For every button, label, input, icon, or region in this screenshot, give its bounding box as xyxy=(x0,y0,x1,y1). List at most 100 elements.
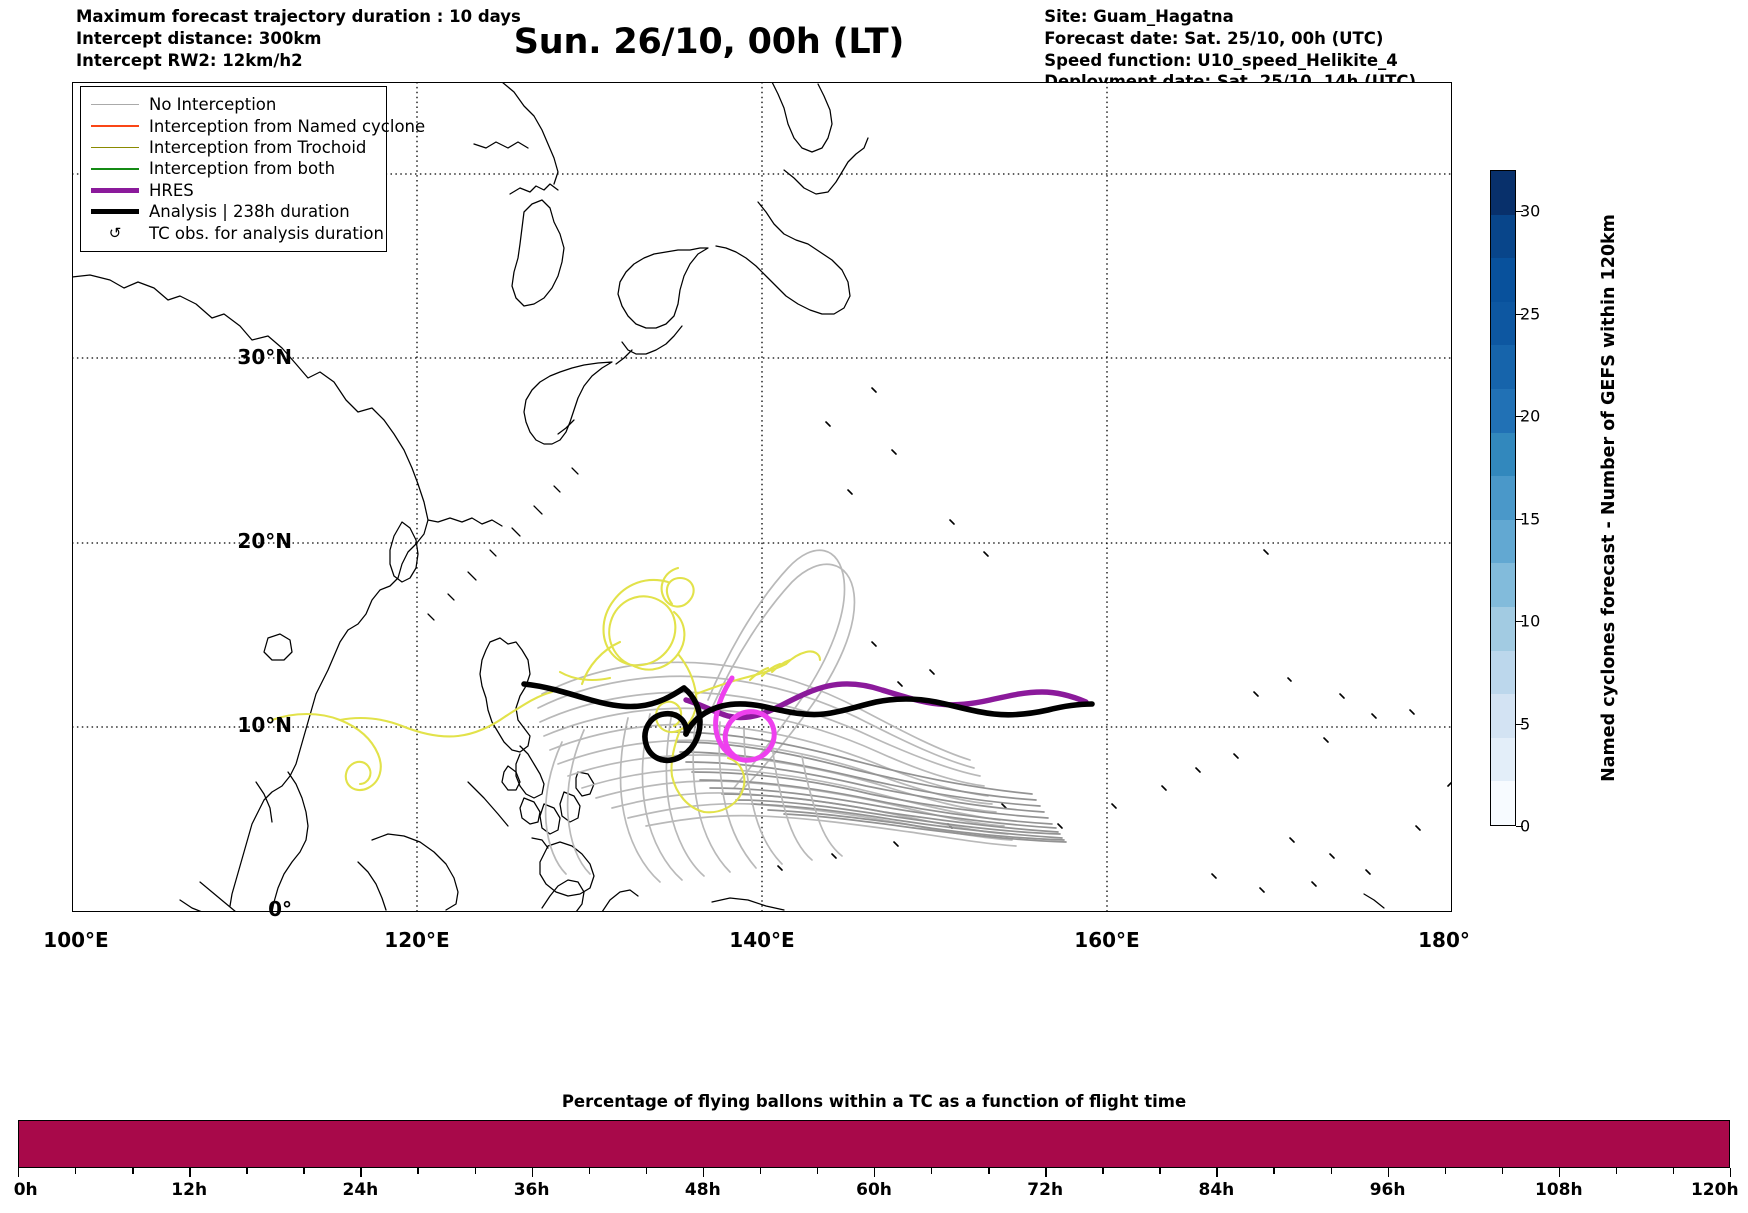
legend-item-label: Interception from both xyxy=(149,159,336,179)
map-svg xyxy=(72,82,1452,912)
percentage-bar-axis: 0h 12h 24h 36h 48h 60h 72h 84h 96h 108h 120h xyxy=(14,1168,1739,1208)
legend-item[interactable]: ↺ TC obs. for analysis duration xyxy=(89,222,384,243)
track-analysis xyxy=(521,681,1095,764)
percentage-axis-label: 24h xyxy=(342,1180,379,1200)
legend-item-label: Interception from Named cyclone xyxy=(149,116,426,136)
colorbar-segment xyxy=(1491,519,1515,564)
legend-item[interactable]: Interception from Named cyclone xyxy=(89,115,425,136)
colorbar-segment xyxy=(1491,171,1515,215)
colorbar-tick-mark xyxy=(1516,723,1523,725)
percentage-axis-tick xyxy=(931,1168,933,1174)
colorbar-tick-label: 10 xyxy=(1520,611,1541,631)
colorbar-tick-mark xyxy=(1516,518,1523,520)
legend-item[interactable]: Interception from both xyxy=(89,158,378,179)
percentage-axis-tick xyxy=(474,1168,476,1174)
colorbar-tick-mark xyxy=(1516,621,1523,623)
percentage-axis-tick xyxy=(702,1168,705,1177)
legend-line-swatch xyxy=(89,209,141,214)
colorbar-segment xyxy=(1491,606,1515,651)
percentage-axis-tick xyxy=(988,1168,990,1174)
percentage-axis-tick xyxy=(1273,1168,1275,1174)
percentage-axis-label: 96h xyxy=(1369,1180,1406,1200)
percentage-axis-tick xyxy=(1444,1168,1447,1174)
percentage-axis-tick xyxy=(588,1168,591,1174)
percentage-axis-tick xyxy=(645,1168,648,1174)
trajectories-trochoid xyxy=(558,566,822,814)
colorbar-tick-mark xyxy=(1516,313,1523,315)
legend-item[interactable]: HRES xyxy=(89,180,378,201)
cyclone-swirl-icon: ↺ xyxy=(108,223,122,242)
y-tick-10N: 10°N xyxy=(237,713,292,737)
x-tick-140E: 140°E xyxy=(729,928,795,952)
legend-item-label: TC obs. for analysis duration xyxy=(149,223,384,243)
colorbar-segment xyxy=(1491,258,1515,302)
y-tick-20N: 20°N xyxy=(237,529,292,553)
percentage-bar-wrap[interactable] xyxy=(18,1120,1730,1168)
header-left-info: Maximum forecast trajectory duration : 1… xyxy=(76,7,521,70)
percentage-axis-tick xyxy=(1558,1168,1561,1177)
percentage-axis-tick xyxy=(531,1168,533,1177)
colorbar-tick-label: 25 xyxy=(1520,304,1541,323)
colorbar-segment xyxy=(1491,214,1515,259)
y-tick-30N: 30°N xyxy=(237,345,292,369)
legend-line-swatch xyxy=(89,125,141,127)
legend-item-label: HRES xyxy=(149,180,194,200)
legend-line-swatch xyxy=(89,104,141,106)
map-panel[interactable] xyxy=(72,82,1452,912)
colorbar xyxy=(1490,170,1516,826)
y-tick-40N: 0° xyxy=(268,897,292,921)
colorbar-segment xyxy=(1491,388,1515,433)
percentage-axis-label: 108h xyxy=(1535,1180,1583,1200)
percentage-axis-tick xyxy=(816,1168,819,1174)
percentage-axis-tick xyxy=(1387,1168,1389,1177)
x-tick-120E: 120°E xyxy=(384,928,450,952)
colorbar-segment xyxy=(1491,345,1515,389)
colorbar-tick-mark xyxy=(1516,826,1523,828)
colorbar-segment xyxy=(1491,781,1515,825)
x-tick-160E: 160°E xyxy=(1074,928,1140,952)
percentage-axis-tick xyxy=(759,1168,762,1174)
percentage-axis-tick xyxy=(303,1168,305,1174)
map-gridlines xyxy=(72,82,1452,912)
page-title: Sun. 26/10, 00h (LT) xyxy=(513,22,905,62)
percentage-panel-title: Percentage of flying ballons within a TC… xyxy=(561,1092,1187,1111)
coastlines xyxy=(72,82,1452,912)
colorbar-label-text: Named cyclones forecast - Number of GEFS… xyxy=(1599,214,1619,782)
x-tick-100E: 100°E xyxy=(43,928,109,952)
legend-item-label: No Interception xyxy=(149,95,277,115)
percentage-axis-label: 36h xyxy=(513,1180,550,1200)
percentage-axis-label: 0h xyxy=(13,1180,38,1200)
trajectories-trochoid-west xyxy=(270,690,554,792)
percentage-axis-tick xyxy=(1159,1168,1161,1174)
legend-item[interactable]: Interception from Trochoid xyxy=(89,137,378,158)
percentage-bar-fill xyxy=(18,1120,1730,1168)
track-tc-observation xyxy=(713,675,777,763)
colorbar-tick-label: 30 xyxy=(1520,201,1541,221)
colorbar-segment xyxy=(1491,301,1515,346)
percentage-axis-label: 60h xyxy=(856,1180,892,1200)
colorbar-segment xyxy=(1491,476,1515,520)
colorbar-segment xyxy=(1491,432,1515,477)
colorbar-segment xyxy=(1491,650,1515,695)
track-hres xyxy=(683,681,1089,721)
percentage-axis-tick xyxy=(1501,1168,1504,1174)
percentage-axis-tick xyxy=(874,1168,876,1177)
colorbar-segment xyxy=(1491,563,1515,607)
legend-line-swatch xyxy=(89,168,141,170)
percentage-axis-tick xyxy=(1730,1168,1732,1177)
legend-line-swatch xyxy=(89,146,141,149)
percentage-axis-tick xyxy=(360,1168,362,1177)
colorbar-tick-mark xyxy=(1516,211,1523,213)
map-legend[interactable]: No Interception Interception from Named c… xyxy=(80,86,425,252)
legend-item[interactable]: No Interception xyxy=(89,94,378,115)
colorbar-segment xyxy=(1491,737,1515,782)
percentage-axis-tick xyxy=(1045,1168,1047,1177)
percentage-axis-tick xyxy=(1672,1168,1675,1174)
percentage-axis-tick xyxy=(1216,1168,1218,1177)
percentage-axis-label: 48h xyxy=(684,1180,721,1200)
legend-item[interactable]: Analysis | 238h duration xyxy=(89,201,378,222)
percentage-axis-label: 120h xyxy=(1690,1180,1739,1200)
percentage-axis-tick xyxy=(417,1168,419,1174)
colorbar-tick-label: 0 xyxy=(1520,816,1531,836)
percentage-axis-tick xyxy=(1102,1168,1104,1174)
